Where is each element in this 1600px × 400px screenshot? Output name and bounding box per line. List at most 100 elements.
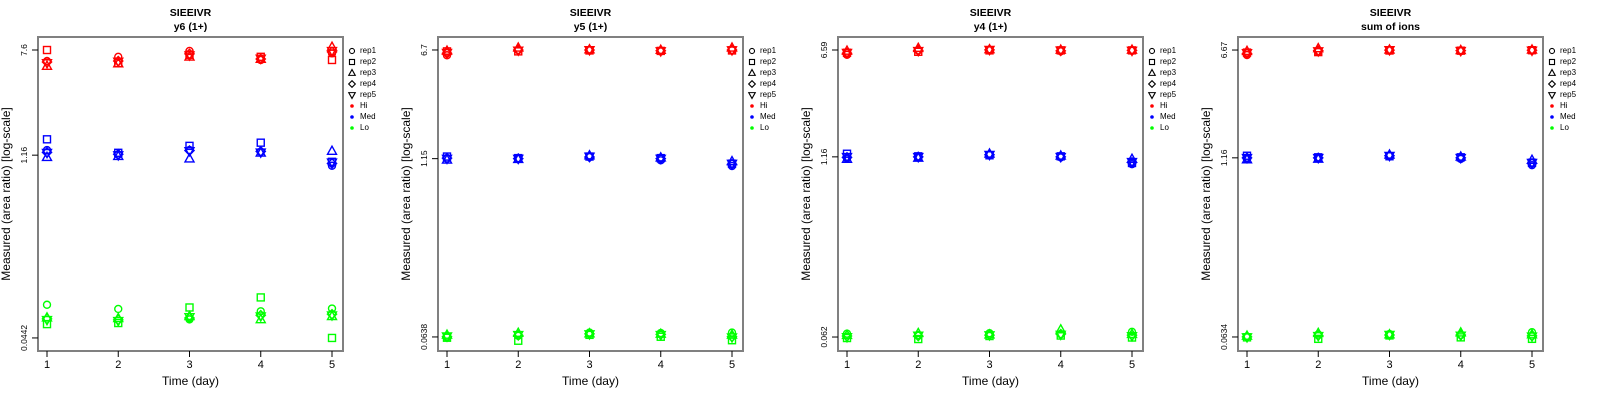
legend-label: Hi — [760, 101, 768, 110]
dot-icon — [1550, 125, 1554, 130]
data-point-lo-rep5 — [1126, 332, 1138, 343]
legend-label: rep3 — [760, 68, 777, 77]
y-tick-label: 6.59 — [819, 41, 829, 58]
legend-item-rep1: rep1 — [1546, 45, 1576, 56]
dot-mark — [750, 103, 754, 108]
data-point-lo-rep2 — [727, 336, 737, 345]
panel-title: SIEEIVR — [570, 7, 612, 19]
legend-label: Med — [1160, 112, 1176, 121]
dot-icon — [750, 103, 754, 108]
dot-icon — [750, 125, 754, 130]
square-icon — [348, 58, 356, 65]
data-point-lo-rep2 — [327, 333, 337, 343]
y-axis-label: Measured (area ratio) [log-scale] — [0, 107, 13, 280]
plot-y4: SIEEIVR y4 (1+) Time (day) Measured (are… — [800, 7, 1144, 388]
panel-subtitle: sum of ions — [1361, 21, 1420, 33]
data-point-med-rep5 — [326, 158, 338, 169]
data-point-med-rep5 — [183, 146, 196, 158]
legend-label: rep2 — [360, 57, 377, 66]
dot-mark — [1150, 103, 1154, 108]
x-axis-label: Time (day) — [162, 374, 219, 388]
dot-icon — [1150, 114, 1154, 119]
data-point-lo-rep5 — [1383, 330, 1396, 341]
legend-item-med: Med — [346, 111, 376, 122]
data-point-hi-rep1 — [114, 52, 123, 62]
dot-icon — [1150, 125, 1154, 130]
data-point-med-rep5 — [1383, 151, 1396, 162]
data-point-med-rep5 — [1055, 152, 1067, 164]
data-point-lo-rep3 — [583, 327, 596, 338]
panel-title: SIEEIVR — [1370, 7, 1412, 19]
data-point-hi-rep5 — [1455, 46, 1467, 58]
panel-subtitle: y5 (1+) — [574, 21, 608, 33]
dot-icon — [1150, 103, 1154, 108]
data-point-med-rep5 — [255, 148, 267, 159]
data-point-lo-rep5 — [1055, 330, 1067, 341]
dot-mark — [750, 114, 754, 119]
dot-mark — [750, 125, 754, 130]
data-point-med-rep5 — [726, 159, 738, 170]
data-point-lo-rep5 — [1526, 332, 1538, 343]
legend-item-rep1: rep1 — [346, 45, 376, 56]
data-point-med-rep5 — [841, 152, 853, 164]
data-point-lo-rep5 — [441, 332, 453, 343]
triangle-icon — [1147, 67, 1157, 76]
legend-item-med: Med — [746, 111, 776, 122]
data-point-lo-rep5 — [912, 331, 924, 342]
data-point-med-rep5 — [1126, 157, 1138, 169]
data-point-med-rep5 — [112, 151, 124, 162]
legend: rep1 rep2 rep3 rep4 rep5 Hi Med Lo — [1146, 45, 1176, 133]
circle-icon — [748, 47, 756, 54]
dot-icon — [350, 125, 354, 130]
triangle-down-icon — [747, 91, 757, 100]
triangle-mark — [1547, 67, 1557, 76]
diamond-mark — [347, 79, 357, 88]
data-point-med-rep5 — [983, 150, 996, 162]
dot-icon — [1550, 103, 1554, 108]
data-point-med-rep5 — [441, 154, 453, 165]
plot-box — [837, 36, 1144, 352]
legend-label: Med — [360, 112, 376, 121]
legend-item-rep2: rep2 — [746, 56, 776, 67]
data-point-hi-rep3 — [983, 43, 996, 54]
legend-label: Hi — [360, 101, 368, 110]
data-point-med-rep2 — [256, 138, 265, 147]
triangle-down-icon — [1147, 91, 1157, 100]
y-tick-label: 6.7 — [419, 44, 429, 56]
data-point-med-rep3 — [41, 150, 53, 162]
x-tick-label: 1 — [44, 359, 50, 371]
y-axis-label: Measured (area ratio) [log-scale] — [400, 107, 413, 280]
panel-title: SIEEIVR — [970, 7, 1012, 19]
x-tick-label: 4 — [658, 359, 664, 371]
legend-item-lo: Lo — [1546, 122, 1576, 133]
legend-label: rep5 — [360, 90, 377, 99]
x-tick-label: 5 — [729, 359, 735, 371]
legend-label: rep5 — [1560, 90, 1577, 99]
legend-item-rep3: rep3 — [346, 67, 376, 78]
data-point-med-rep5 — [1455, 153, 1467, 165]
legend-item-lo: Lo — [1146, 122, 1176, 133]
circle-mark — [748, 47, 756, 54]
data-point-hi-rep5 — [1383, 46, 1396, 57]
circle-mark — [1548, 47, 1556, 54]
data-point-hi-rep5 — [326, 46, 338, 58]
data-point-lo-rep5 — [655, 330, 667, 342]
diamond-icon — [347, 79, 357, 88]
circle-icon — [1548, 47, 1556, 54]
triangle-down-icon — [1547, 91, 1557, 100]
legend-item-hi: Hi — [1546, 100, 1576, 111]
legend-item-rep2: rep2 — [346, 56, 376, 67]
data-point-hi-rep3 — [326, 40, 338, 51]
panel-y6: SIEEIVR y6 (1+) Time (day) Measured (are… — [0, 0, 400, 400]
plot-box — [1237, 36, 1544, 352]
dot-mark — [1150, 114, 1154, 119]
x-tick-label: 3 — [1386, 359, 1392, 371]
legend-item-hi: Hi — [746, 100, 776, 111]
data-point-hi-rep5 — [512, 46, 524, 57]
data-point-lo-rep1 — [114, 304, 123, 314]
panel-sum-of-ions: SIEEIVR sum of ions Time (day) Measured … — [1200, 0, 1600, 400]
data-point-lo-rep5 — [183, 312, 196, 324]
legend-item-med: Med — [1146, 111, 1176, 122]
data-point-lo-rep5 — [1312, 331, 1324, 343]
